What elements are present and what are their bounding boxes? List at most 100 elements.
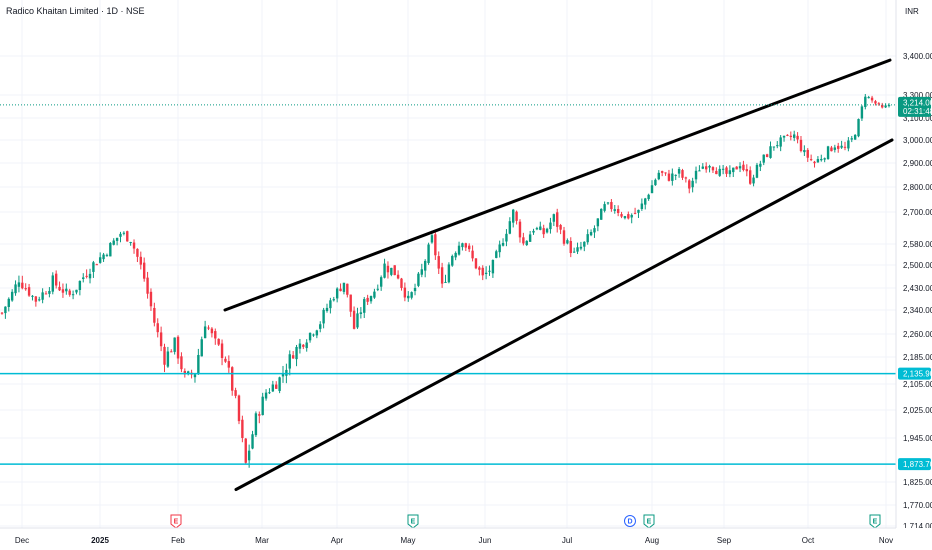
candle-body xyxy=(718,168,721,176)
candle-body xyxy=(291,355,295,359)
candle-body xyxy=(278,377,281,391)
event-marker-label: E xyxy=(873,519,878,526)
candle-body xyxy=(833,147,837,150)
candle-body xyxy=(44,293,48,295)
price-tick-label: 3,000.00 xyxy=(903,136,932,145)
candle-body xyxy=(203,326,207,339)
candle-body xyxy=(420,269,424,275)
candle-body xyxy=(54,273,58,286)
candle-body xyxy=(769,146,772,158)
candle-body xyxy=(305,342,308,349)
candle-body xyxy=(481,267,484,276)
candle-body xyxy=(173,337,176,352)
candle-body xyxy=(312,334,315,336)
candle-body xyxy=(776,145,779,147)
candle-body xyxy=(772,146,776,148)
price-tick-label: 2,185.00 xyxy=(903,353,932,362)
candle-body xyxy=(170,351,173,353)
candle-body xyxy=(386,265,390,273)
earnings-marker[interactable] xyxy=(407,514,419,529)
candle-body xyxy=(244,438,247,463)
candle-body xyxy=(237,395,241,422)
candle-body xyxy=(339,288,342,292)
time-axis[interactable]: Dec 2025 Feb Mar Apr May Jun Jul Aug Sep Oct Nov xyxy=(15,536,893,545)
price-tick-label: 2,700.00 xyxy=(903,208,932,217)
candle-body xyxy=(112,240,115,245)
time-tick-label: Nov xyxy=(879,536,893,545)
candle-body xyxy=(759,163,762,167)
candle-body xyxy=(119,233,122,237)
channel-upper-line[interactable] xyxy=(223,58,892,312)
trend-channel[interactable] xyxy=(223,58,894,491)
price-tick-label: 1,770.00 xyxy=(903,501,932,510)
candle-body xyxy=(667,173,671,181)
symbol-title[interactable]: Radico Khaitan Limited · 1D · NSE xyxy=(6,6,145,16)
candle-body xyxy=(4,306,7,314)
candle-body xyxy=(755,164,759,178)
candle-body xyxy=(647,194,650,200)
candle-body xyxy=(356,313,359,328)
time-tick-label: Mar xyxy=(255,536,269,545)
price-tick-label: 3,100.00 xyxy=(903,114,932,123)
candle-body xyxy=(877,103,881,105)
candle-body xyxy=(335,288,339,299)
candle-body xyxy=(704,166,708,170)
price-tick-label: 2,340.00 xyxy=(903,306,932,315)
candle-body xyxy=(813,161,816,164)
price-axis[interactable]: 3,400.00 3,300.00 3,100.00 3,000.00 2,900.00… xyxy=(903,52,932,531)
candle-body xyxy=(41,292,44,300)
candle-body xyxy=(220,343,224,359)
time-tick-label: Aug xyxy=(645,536,659,545)
dividend-marker[interactable] xyxy=(624,515,636,527)
earnings-marker[interactable] xyxy=(170,514,182,529)
candle-body xyxy=(725,167,728,174)
candle-body xyxy=(637,209,640,213)
event-marker-label: E xyxy=(174,519,179,526)
candle-body xyxy=(613,209,616,211)
candle-body xyxy=(98,257,102,263)
candle-body xyxy=(34,296,38,302)
candle-body xyxy=(325,307,329,312)
candle-body xyxy=(166,351,170,367)
candle-body xyxy=(359,312,363,314)
candle-body xyxy=(379,277,383,287)
time-tick-label: 2025 xyxy=(91,536,109,545)
candlestick-series xyxy=(0,93,891,468)
candle-body xyxy=(837,145,840,149)
support-level-tag xyxy=(898,458,931,471)
earnings-marker[interactable] xyxy=(643,514,655,529)
candle-body xyxy=(71,294,75,296)
candle-body xyxy=(654,179,657,186)
candle-body xyxy=(410,292,413,298)
time-tick-label: Feb xyxy=(171,536,185,545)
candle-body xyxy=(881,104,884,108)
candle-body xyxy=(115,237,119,241)
support-level-tag xyxy=(898,367,931,380)
candle-body xyxy=(738,166,742,169)
candle-body xyxy=(569,241,572,254)
candle-body xyxy=(525,240,528,246)
time-axis-bg[interactable] xyxy=(0,528,932,550)
candle-body xyxy=(302,344,305,347)
candle-body xyxy=(407,295,410,299)
candle-body xyxy=(644,198,647,205)
candle-body xyxy=(864,96,867,108)
candle-body xyxy=(633,212,637,214)
candle-body xyxy=(501,242,505,246)
horizontal-levels[interactable] xyxy=(0,372,896,465)
candle-body xyxy=(478,267,481,270)
earnings-marker[interactable] xyxy=(869,514,881,529)
candle-body xyxy=(728,170,732,175)
time-tick-label: Jul xyxy=(562,536,572,545)
candle-body xyxy=(417,273,420,286)
candle-body xyxy=(843,146,847,148)
candle-body xyxy=(251,434,254,449)
candle-body xyxy=(7,298,10,307)
candle-body xyxy=(258,414,261,416)
channel-lower-line[interactable] xyxy=(234,138,894,491)
candle-body xyxy=(474,258,478,269)
candle-body xyxy=(664,172,667,174)
price-axis-bg[interactable] xyxy=(896,0,932,528)
